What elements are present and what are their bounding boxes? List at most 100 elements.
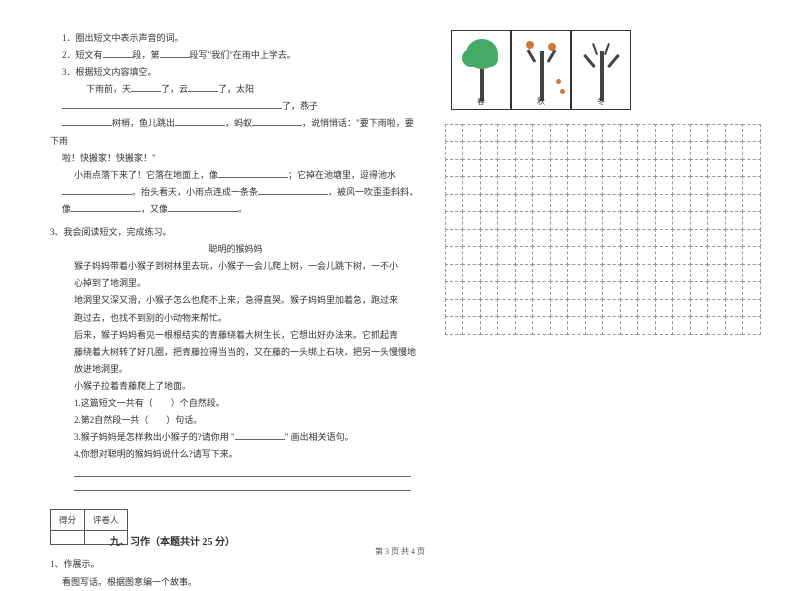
grid-cell[interactable]: [462, 194, 481, 213]
grid-cell[interactable]: [532, 229, 551, 248]
grid-cell[interactable]: [462, 229, 481, 248]
grid-cell[interactable]: [480, 211, 499, 230]
grid-cell[interactable]: [620, 264, 639, 283]
grid-cell[interactable]: [445, 159, 464, 178]
grid-cell[interactable]: [602, 194, 621, 213]
writing-grid[interactable]: [445, 124, 760, 334]
grid-cell[interactable]: [602, 124, 621, 143]
grid-cell[interactable]: [532, 281, 551, 300]
grid-cell[interactable]: [480, 299, 499, 318]
grid-cell[interactable]: [742, 141, 761, 160]
grid-cell[interactable]: [480, 246, 499, 265]
grid-cell[interactable]: [497, 176, 516, 195]
grid-cell[interactable]: [497, 229, 516, 248]
grid-cell[interactable]: [497, 159, 516, 178]
grid-cell[interactable]: [707, 159, 726, 178]
grid-cell[interactable]: [480, 281, 499, 300]
grid-cell[interactable]: [585, 316, 604, 335]
blank[interactable]: [258, 186, 328, 195]
grid-cell[interactable]: [620, 316, 639, 335]
grid-cell[interactable]: [672, 141, 691, 160]
grid-cell[interactable]: [567, 141, 586, 160]
grid-cell[interactable]: [585, 159, 604, 178]
grid-cell[interactable]: [515, 211, 534, 230]
grid-cell[interactable]: [602, 281, 621, 300]
grid-cell[interactable]: [550, 299, 569, 318]
grid-cell[interactable]: [480, 229, 499, 248]
grid-cell[interactable]: [620, 299, 639, 318]
grid-cell[interactable]: [637, 281, 656, 300]
blank[interactable]: [62, 100, 282, 109]
grid-cell[interactable]: [655, 194, 674, 213]
grid-cell[interactable]: [567, 299, 586, 318]
grid-cell[interactable]: [602, 176, 621, 195]
grid-cell[interactable]: [602, 316, 621, 335]
grid-cell[interactable]: [725, 211, 744, 230]
grid-cell[interactable]: [480, 176, 499, 195]
grid-cell[interactable]: [550, 141, 569, 160]
grid-cell[interactable]: [462, 316, 481, 335]
grid-cell[interactable]: [515, 299, 534, 318]
grid-cell[interactable]: [585, 264, 604, 283]
grid-cell[interactable]: [672, 246, 691, 265]
grid-cell[interactable]: [567, 246, 586, 265]
grid-cell[interactable]: [655, 159, 674, 178]
grid-cell[interactable]: [690, 159, 709, 178]
grid-cell[interactable]: [742, 246, 761, 265]
grid-cell[interactable]: [585, 281, 604, 300]
grid-cell[interactable]: [567, 124, 586, 143]
grid-cell[interactable]: [550, 264, 569, 283]
blank[interactable]: [175, 117, 225, 126]
grid-cell[interactable]: [672, 159, 691, 178]
grid-cell[interactable]: [497, 316, 516, 335]
grid-cell[interactable]: [462, 246, 481, 265]
grid-cell[interactable]: [585, 246, 604, 265]
grid-cell[interactable]: [707, 264, 726, 283]
grid-cell[interactable]: [672, 299, 691, 318]
grid-cell[interactable]: [497, 124, 516, 143]
grid-cell[interactable]: [550, 229, 569, 248]
grid-cell[interactable]: [637, 316, 656, 335]
grid-cell[interactable]: [462, 211, 481, 230]
grid-cell[interactable]: [690, 281, 709, 300]
grid-cell[interactable]: [690, 264, 709, 283]
grid-cell[interactable]: [707, 194, 726, 213]
grid-cell[interactable]: [532, 264, 551, 283]
grid-cell[interactable]: [707, 281, 726, 300]
grid-cell[interactable]: [480, 316, 499, 335]
grid-cell[interactable]: [655, 246, 674, 265]
grid-cell[interactable]: [637, 264, 656, 283]
grid-cell[interactable]: [690, 246, 709, 265]
grid-cell[interactable]: [567, 159, 586, 178]
blank[interactable]: [160, 49, 190, 58]
blank[interactable]: [62, 186, 132, 195]
grid-cell[interactable]: [637, 176, 656, 195]
grid-cell[interactable]: [462, 141, 481, 160]
blank[interactable]: [62, 117, 112, 126]
grid-cell[interactable]: [497, 141, 516, 160]
grid-cell[interactable]: [672, 264, 691, 283]
grid-cell[interactable]: [690, 316, 709, 335]
grid-cell[interactable]: [725, 229, 744, 248]
grid-cell[interactable]: [445, 141, 464, 160]
grid-cell[interactable]: [480, 124, 499, 143]
grid-cell[interactable]: [445, 264, 464, 283]
grid-cell[interactable]: [707, 246, 726, 265]
grid-cell[interactable]: [707, 229, 726, 248]
grid-cell[interactable]: [725, 281, 744, 300]
grid-cell[interactable]: [637, 211, 656, 230]
grid-cell[interactable]: [620, 281, 639, 300]
grid-cell[interactable]: [462, 159, 481, 178]
grid-cell[interactable]: [742, 281, 761, 300]
grid-cell[interactable]: [585, 141, 604, 160]
grid-cell[interactable]: [585, 211, 604, 230]
grid-cell[interactable]: [567, 176, 586, 195]
grid-cell[interactable]: [690, 141, 709, 160]
grid-cell[interactable]: [672, 229, 691, 248]
grid-cell[interactable]: [445, 299, 464, 318]
grid-cell[interactable]: [672, 124, 691, 143]
grid-cell[interactable]: [497, 264, 516, 283]
grid-cell[interactable]: [655, 264, 674, 283]
grid-cell[interactable]: [445, 124, 464, 143]
grid-cell[interactable]: [515, 264, 534, 283]
